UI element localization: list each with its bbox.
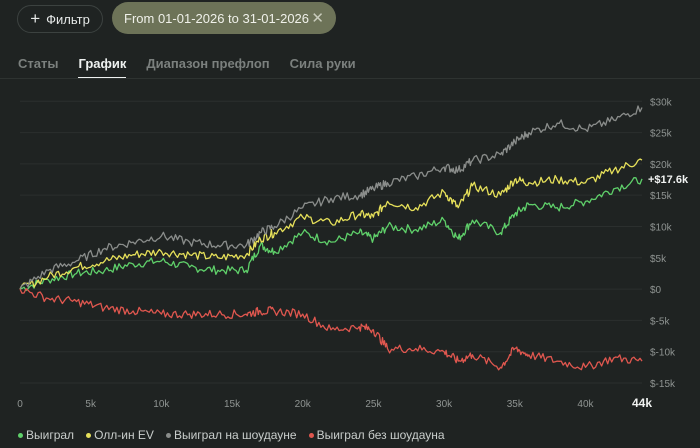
x-tick-label: 10k xyxy=(153,399,170,410)
x-tick-label: 0 xyxy=(17,399,23,410)
legend-label: Выиграл на шоудауне xyxy=(173,428,297,442)
x-end-label: 44k xyxy=(632,396,652,410)
tab-graph[interactable]: График xyxy=(78,56,127,79)
legend-item-allin-ev[interactable]: Олл-ин EV xyxy=(86,428,154,442)
y-tick-label: $5k xyxy=(650,254,667,265)
series-line-2 xyxy=(19,105,643,290)
legend-label: Олл-ин EV xyxy=(94,428,154,442)
legend-dot xyxy=(18,432,23,438)
add-filter-button[interactable]: + Фильтр xyxy=(17,5,103,33)
current-value-label: +$17.6k xyxy=(648,174,689,186)
tab-preflop-range[interactable]: Диапазон префлоп xyxy=(146,56,270,71)
y-tick-label: $-15k xyxy=(650,379,676,390)
y-tick-label: $0 xyxy=(650,285,662,296)
x-tick-label: 40k xyxy=(577,399,594,410)
y-tick-label: $25k xyxy=(650,129,673,140)
x-tick-label: 15k xyxy=(224,399,241,410)
legend-label: Выиграл без шоудауна xyxy=(316,428,445,442)
y-tick-label: $-5k xyxy=(650,316,670,327)
tab-divider xyxy=(0,78,700,79)
legend-item-showdown[interactable]: Выиграл на шоудауне xyxy=(165,428,297,442)
series-line-1 xyxy=(19,158,643,290)
series-line-3 xyxy=(19,288,643,371)
legend-dot xyxy=(308,432,314,438)
x-tick-label: 30k xyxy=(436,399,453,410)
y-tick-label: $30k xyxy=(650,97,673,108)
legend-label: Выиграл xyxy=(26,428,75,442)
close-icon[interactable]: ✕ xyxy=(311,10,324,27)
x-tick-label: 35k xyxy=(507,399,524,410)
x-tick-label: 5k xyxy=(85,399,97,410)
date-range-label: From 01-01-2026 to 31-01-2026 xyxy=(124,10,310,26)
chart-legend: Выиграл Олл-ин EV Выиграл на шоудауне Вы… xyxy=(18,428,445,442)
date-range-chip[interactable]: From 01-01-2026 to 31-01-2026 ✕ xyxy=(112,2,336,34)
tab-hand-strength[interactable]: Сила руки xyxy=(289,56,356,71)
tab-stats[interactable]: Статы xyxy=(18,56,59,71)
y-tick-label: $-10k xyxy=(650,348,676,359)
y-tick-label: $15k xyxy=(650,191,673,202)
x-tick-label: 25k xyxy=(365,399,382,410)
legend-item-won[interactable]: Выиграл xyxy=(18,428,74,442)
series-line-0 xyxy=(19,177,643,292)
tab-bar: Статы График Диапазон префлоп Сила руки xyxy=(18,56,376,79)
legend-dot xyxy=(165,432,171,438)
plus-icon: + xyxy=(30,9,41,28)
filter-label: Фильтр xyxy=(46,11,90,27)
results-chart: $30k$25k$20k$15k$10k$5k$0$-5k$-10k$-15k … xyxy=(17,97,689,410)
x-tick-label: 20k xyxy=(295,399,312,410)
y-tick-label: $20k xyxy=(650,160,673,171)
legend-item-non-showdown[interactable]: Выиграл без шоудауна xyxy=(308,428,445,442)
y-tick-label: $10k xyxy=(650,222,673,233)
legend-dot xyxy=(86,432,92,438)
